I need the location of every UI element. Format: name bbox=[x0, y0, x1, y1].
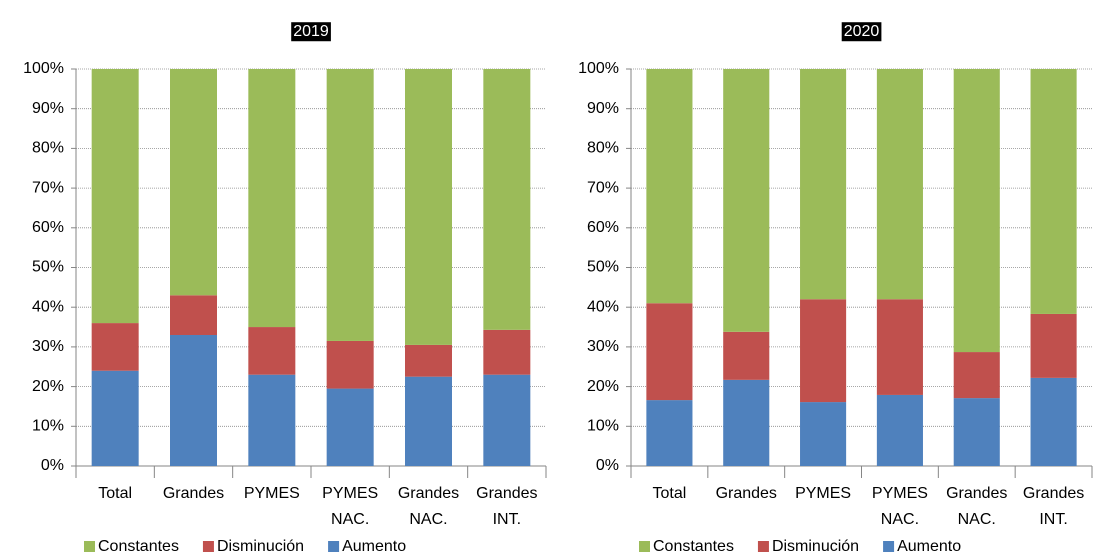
bar-segment bbox=[91, 370, 139, 466]
x-tick-label: Grandes NAC. bbox=[946, 485, 1007, 528]
x-tick-label: Grandes NAC. bbox=[398, 485, 459, 528]
bar-segment bbox=[326, 69, 374, 341]
bar-segment bbox=[326, 388, 374, 466]
legend-swatch bbox=[639, 541, 650, 552]
y-tick-label: 90% bbox=[32, 100, 64, 117]
y-tick-label: 80% bbox=[587, 140, 619, 157]
y-tick-label: 60% bbox=[587, 219, 619, 236]
y-tick-label: 0% bbox=[41, 457, 64, 474]
y-tick-label: 50% bbox=[587, 259, 619, 276]
legend-swatch bbox=[202, 541, 214, 552]
y-tick-label: 30% bbox=[587, 338, 619, 355]
y-tick-label: 30% bbox=[32, 338, 64, 355]
bar-segment bbox=[953, 398, 1000, 466]
chart-title: 2020 bbox=[844, 23, 880, 40]
bar-segment bbox=[1030, 69, 1077, 314]
legend-label: Aumento bbox=[342, 538, 406, 555]
x-tick-label: PYMES bbox=[244, 485, 300, 502]
y-tick-label: 90% bbox=[587, 100, 619, 117]
x-tick-label: PYMES bbox=[795, 485, 851, 502]
legend-label: Constantes bbox=[98, 538, 179, 555]
x-tick-label: Total bbox=[653, 485, 687, 502]
bar-segment bbox=[248, 327, 296, 375]
y-tick-label: 40% bbox=[587, 298, 619, 315]
chart-title: 2019 bbox=[293, 23, 329, 40]
x-tick-label: Grandes bbox=[163, 485, 224, 502]
legend-swatch bbox=[757, 541, 769, 552]
bar-segment bbox=[170, 334, 217, 466]
bar-segment bbox=[953, 69, 1000, 353]
x-tick-label: Total bbox=[98, 485, 132, 502]
bar-segment bbox=[646, 69, 693, 304]
y-tick-label: 100% bbox=[578, 60, 619, 77]
bar-segment bbox=[405, 69, 452, 345]
y-tick-label: 70% bbox=[32, 179, 64, 196]
y-tick-label: 0% bbox=[596, 457, 619, 474]
legend-swatch bbox=[84, 541, 95, 552]
legend-swatch bbox=[328, 541, 340, 552]
bar-segment bbox=[646, 400, 693, 466]
bar-segment bbox=[723, 379, 770, 466]
y-tick-label: 40% bbox=[32, 298, 64, 315]
legend-label: Constantes bbox=[653, 538, 734, 555]
bar-segment bbox=[800, 402, 847, 466]
bar-segment bbox=[876, 69, 923, 300]
legend-swatch bbox=[883, 541, 895, 552]
x-tick-label: Grandes INT. bbox=[476, 485, 537, 528]
bar-segment bbox=[800, 299, 847, 403]
y-tick-label: 20% bbox=[587, 378, 619, 395]
bar-segment bbox=[483, 69, 531, 330]
legend-label: Aumento bbox=[897, 538, 961, 555]
y-tick-label: 80% bbox=[32, 140, 64, 157]
y-tick-label: 10% bbox=[32, 418, 64, 435]
y-tick-label: 100% bbox=[23, 60, 64, 77]
x-tick-label: Grandes bbox=[716, 485, 777, 502]
bar-segment bbox=[405, 344, 452, 377]
y-tick-label: 20% bbox=[32, 378, 64, 395]
bar-segment bbox=[646, 303, 693, 401]
x-tick-label: Grandes INT. bbox=[1023, 485, 1084, 528]
y-tick-label: 60% bbox=[32, 219, 64, 236]
title-background bbox=[291, 22, 331, 42]
x-tick-label: PYMES NAC. bbox=[872, 485, 928, 528]
bar-segment bbox=[876, 394, 923, 466]
bar-segment bbox=[170, 69, 217, 296]
bar-segment bbox=[248, 69, 296, 328]
bar-segment bbox=[876, 299, 923, 395]
bar-segment bbox=[483, 374, 531, 466]
bar-segment bbox=[1030, 313, 1077, 378]
legend-label: Disminución bbox=[772, 538, 859, 555]
bar-segment bbox=[723, 69, 770, 332]
bar-segment bbox=[91, 323, 139, 371]
y-tick-label: 70% bbox=[587, 179, 619, 196]
title-background bbox=[841, 22, 882, 42]
bar-segment bbox=[953, 352, 1000, 399]
x-tick-label: PYMES NAC. bbox=[322, 485, 378, 528]
bar-segment bbox=[248, 374, 296, 466]
bar-segment bbox=[91, 69, 139, 324]
bar-segment bbox=[326, 340, 374, 389]
bar-segment bbox=[405, 376, 452, 466]
y-tick-label: 10% bbox=[587, 418, 619, 435]
bar-segment bbox=[170, 295, 217, 335]
bar-segment bbox=[800, 69, 847, 300]
bar-segment bbox=[1030, 377, 1077, 466]
bar-segment bbox=[483, 329, 531, 375]
legend-label: Disminución bbox=[217, 538, 304, 555]
bar-segment bbox=[723, 331, 770, 380]
y-tick-label: 50% bbox=[32, 259, 64, 276]
